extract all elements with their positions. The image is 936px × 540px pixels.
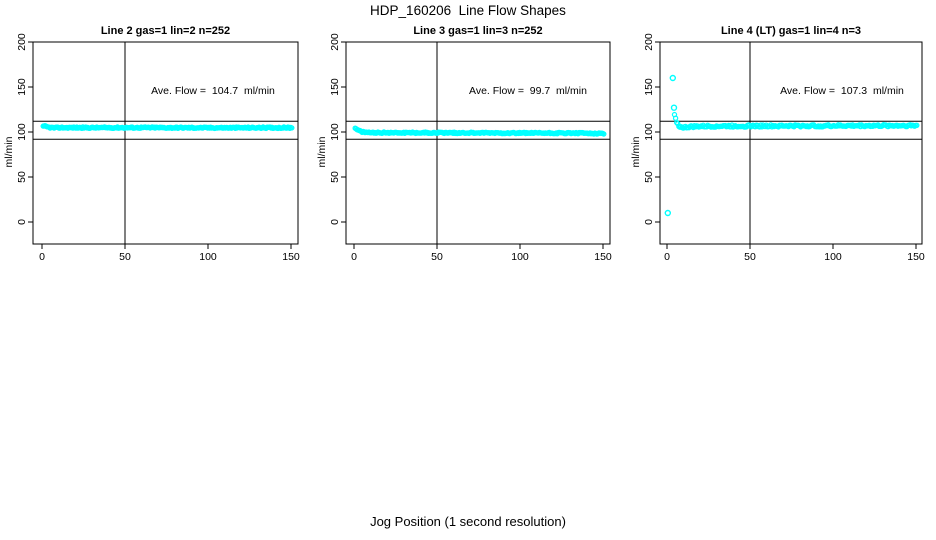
y-tick-label: 100 — [329, 123, 341, 141]
plots-canvas — [28, 41, 923, 249]
y-tick-label: 150 — [16, 78, 28, 96]
y-axis-label-line2: ml/min — [3, 136, 15, 168]
y-tick-label: 200 — [16, 33, 28, 51]
scatter-series — [352, 125, 607, 137]
x-tick-label: 0 — [664, 251, 670, 263]
y-tick-label: 100 — [16, 123, 28, 141]
y-tick-label: 0 — [16, 219, 28, 225]
x-tick-label: 50 — [431, 251, 443, 263]
scatter-series — [664, 74, 920, 217]
x-tick-label: 0 — [351, 251, 357, 263]
panel-title-line3: Line 3 gas=1 lin=3 n=252 — [413, 25, 543, 37]
y-tick-label: 50 — [643, 171, 655, 183]
y-tick-label: 150 — [329, 78, 341, 96]
x-tick-label: 150 — [907, 251, 925, 263]
x-tick-label: 0 — [39, 251, 45, 263]
x-tick-label: 50 — [119, 251, 131, 263]
x-tick-label: 150 — [594, 251, 612, 263]
x-tick-label: 100 — [824, 251, 842, 263]
ave-flow-annotation-line3: Ave. Flow = 99.7 ml/min — [469, 85, 587, 97]
y-tick-label: 50 — [16, 171, 28, 183]
x-tick-label: 150 — [282, 251, 300, 263]
figure-title: HDP_160206 Line Flow Shapes — [370, 3, 566, 18]
x-tick-label: 100 — [199, 251, 217, 263]
scatter-series — [40, 122, 295, 132]
y-tick-label: 0 — [643, 219, 655, 225]
panel-title-line4: Line 4 (LT) gas=1 lin=4 n=3 — [720, 25, 862, 37]
y-axis-label-line3: ml/min — [316, 136, 328, 168]
panel-title-line2: Line 2 gas=1 lin=2 n=252 — [100, 25, 231, 37]
x-axis-label: Jog Position (1 second resolution) — [370, 514, 566, 529]
x-tick-label: 100 — [511, 251, 529, 263]
y-tick-label: 100 — [643, 123, 655, 141]
x-tick-label: 50 — [744, 251, 756, 263]
y-tick-label: 200 — [643, 33, 655, 51]
ave-flow-annotation-line4: Ave. Flow = 107.3 ml/min — [780, 85, 904, 97]
y-axis-label-line4: ml/min — [630, 136, 642, 168]
ave-flow-annotation-line2: Ave. Flow = 104.7 ml/min — [151, 85, 275, 97]
y-tick-label: 200 — [329, 33, 341, 51]
y-tick-label: 50 — [329, 171, 341, 183]
y-tick-label: 0 — [329, 219, 341, 225]
y-tick-label: 150 — [643, 78, 655, 96]
